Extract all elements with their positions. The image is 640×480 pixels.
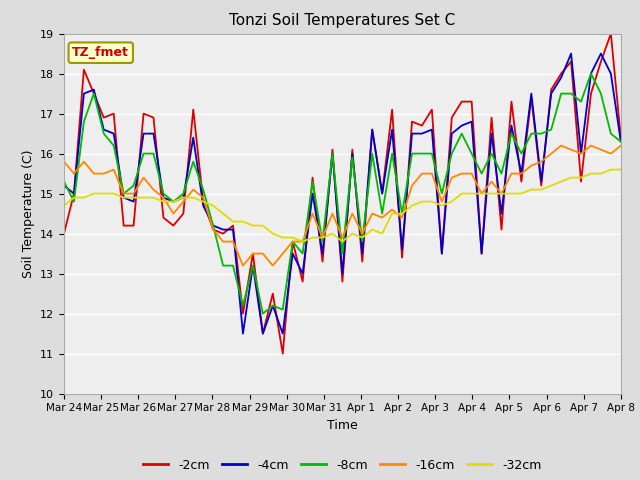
-32cm <box>458 191 465 196</box>
-2cm <box>448 115 456 120</box>
-32cm <box>448 199 456 204</box>
-16cm <box>60 159 68 165</box>
-16cm <box>90 171 98 177</box>
Text: TZ_fmet: TZ_fmet <box>72 46 129 59</box>
-32cm <box>80 195 88 201</box>
X-axis label: Time: Time <box>327 419 358 432</box>
Line: -16cm: -16cm <box>64 145 621 265</box>
Legend: -2cm, -4cm, -8cm, -16cm, -32cm: -2cm, -4cm, -8cm, -16cm, -32cm <box>138 454 547 477</box>
-2cm <box>279 351 287 357</box>
-2cm <box>60 231 68 237</box>
-32cm <box>607 167 614 172</box>
Line: -2cm: -2cm <box>64 34 621 354</box>
Line: -4cm: -4cm <box>64 54 621 334</box>
-4cm <box>617 139 625 144</box>
-4cm <box>60 183 68 189</box>
-2cm <box>308 175 316 180</box>
-16cm <box>209 227 217 232</box>
-4cm <box>458 123 465 129</box>
-32cm <box>90 191 98 196</box>
-16cm <box>80 159 88 165</box>
-4cm <box>239 331 247 336</box>
-8cm <box>617 139 625 144</box>
Title: Tonzi Soil Temperatures Set C: Tonzi Soil Temperatures Set C <box>229 13 456 28</box>
-16cm <box>458 171 465 177</box>
-2cm <box>209 227 217 232</box>
-4cm <box>80 91 88 96</box>
-8cm <box>458 131 465 136</box>
-2cm <box>607 31 614 36</box>
-8cm <box>60 179 68 184</box>
-16cm <box>617 143 625 148</box>
-32cm <box>60 203 68 208</box>
-4cm <box>209 223 217 228</box>
-16cm <box>448 175 456 180</box>
-8cm <box>80 119 88 124</box>
-32cm <box>299 239 307 244</box>
-16cm <box>239 263 247 268</box>
-4cm <box>448 131 456 136</box>
-8cm <box>587 71 595 76</box>
-32cm <box>308 235 316 240</box>
Line: -32cm: -32cm <box>64 169 621 241</box>
-2cm <box>617 135 625 141</box>
-2cm <box>80 67 88 72</box>
-4cm <box>90 87 98 93</box>
-32cm <box>209 203 217 208</box>
-4cm <box>567 51 575 57</box>
-8cm <box>308 179 316 184</box>
-2cm <box>458 99 465 105</box>
Y-axis label: Soil Temperature (C): Soil Temperature (C) <box>22 149 35 278</box>
-8cm <box>90 91 98 96</box>
-32cm <box>617 167 625 172</box>
-8cm <box>259 311 267 316</box>
-8cm <box>209 223 217 228</box>
-8cm <box>448 151 456 156</box>
-16cm <box>308 211 316 216</box>
-4cm <box>308 191 316 196</box>
-2cm <box>90 91 98 96</box>
Line: -8cm: -8cm <box>64 73 621 313</box>
-16cm <box>557 143 565 148</box>
